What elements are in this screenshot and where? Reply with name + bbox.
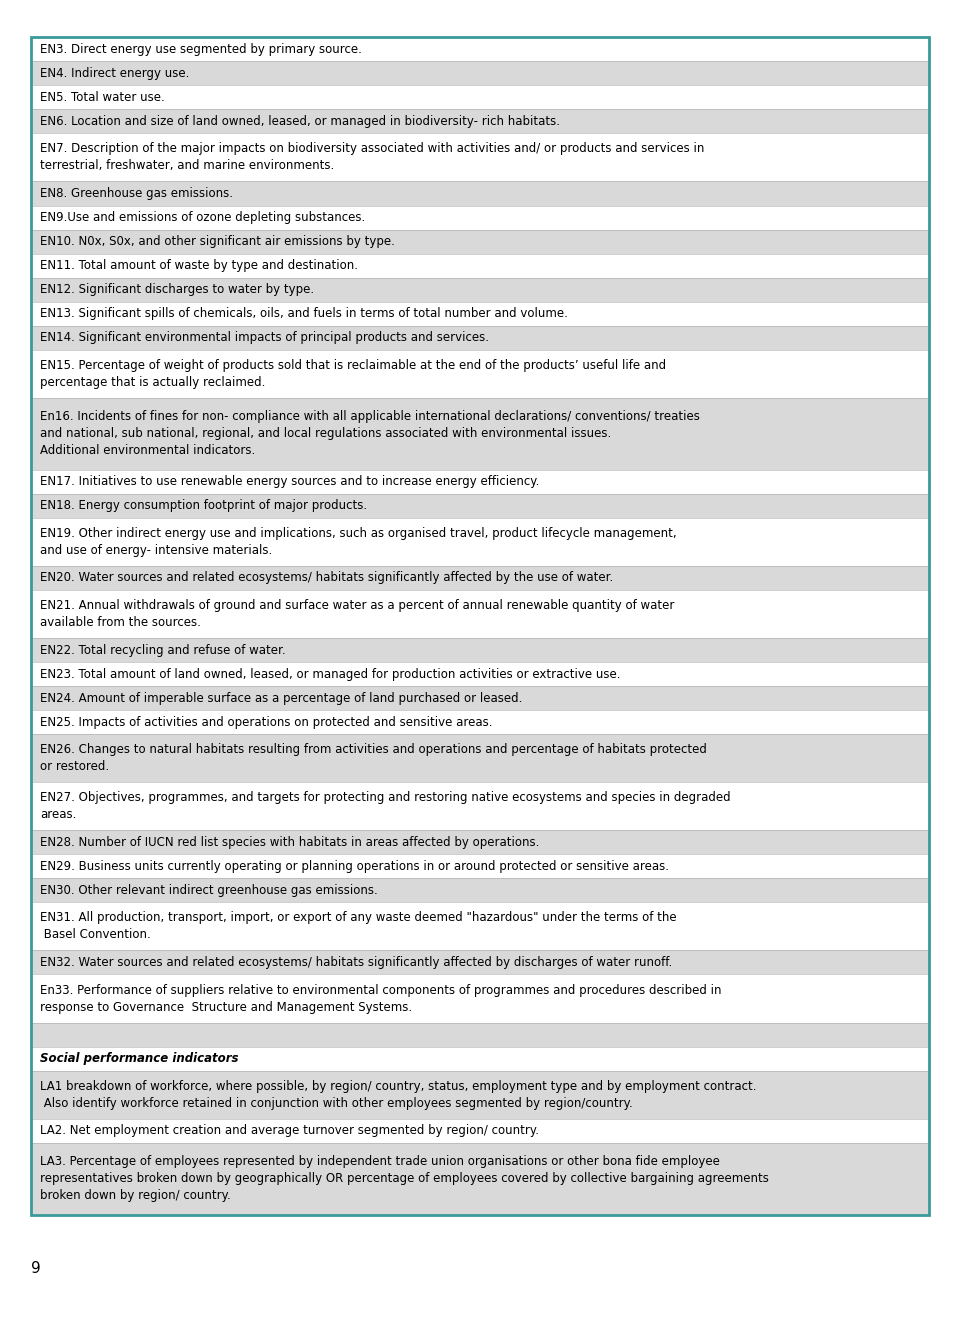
Bar	[31, 1023, 929, 1047]
Bar	[31, 398, 929, 470]
Bar	[31, 229, 929, 253]
Bar	[31, 253, 929, 277]
Text: LA2. Net employment creation and average turnover segmented by region/ country.: LA2. Net employment creation and average…	[40, 1124, 540, 1138]
Text: EN27. Objectives, programmes, and targets for protecting and restoring native ec: EN27. Objectives, programmes, and target…	[40, 791, 731, 822]
Text: EN25. Impacts of activities and operations on protected and sensitive areas.: EN25. Impacts of activities and operatio…	[40, 715, 492, 729]
Text: EN3. Direct energy use segmented by primary source.: EN3. Direct energy use segmented by prim…	[40, 43, 362, 56]
Text: EN28. Number of IUCN red list species with habitats in areas affected by operati: EN28. Number of IUCN red list species wi…	[40, 835, 540, 848]
Text: EN20. Water sources and related ecosystems/ habitats significantly affected by t: EN20. Water sources and related ecosyste…	[40, 571, 613, 585]
Bar	[31, 686, 929, 710]
Text: EN22. Total recycling and refuse of water.: EN22. Total recycling and refuse of wate…	[40, 643, 286, 657]
Text: EN23. Total amount of land owned, leased, or managed for production activities o: EN23. Total amount of land owned, leased…	[40, 667, 621, 681]
Bar	[31, 85, 929, 109]
Text: EN14. Significant environmental impacts of principal products and services.: EN14. Significant environmental impacts …	[40, 332, 490, 344]
Text: En33. Performance of suppliers relative to environmental components of programme: En33. Performance of suppliers relative …	[40, 983, 722, 1014]
Bar	[31, 878, 929, 902]
Text: EN24. Amount of imperable surface as a percentage of land purchased or leased.: EN24. Amount of imperable surface as a p…	[40, 691, 522, 705]
Text: EN29. Business units currently operating or planning operations in or around pro: EN29. Business units currently operating…	[40, 860, 669, 872]
Text: EN17. Initiatives to use renewable energy sources and to increase energy efficie: EN17. Initiatives to use renewable energ…	[40, 476, 540, 489]
Text: EN9.Use and emissions of ozone depleting substances.: EN9.Use and emissions of ozone depleting…	[40, 210, 366, 224]
Text: EN32. Water sources and related ecosystems/ habitats significantly affected by d: EN32. Water sources and related ecosyste…	[40, 956, 673, 968]
Bar	[31, 301, 929, 325]
Text: 9: 9	[31, 1260, 40, 1276]
Text: EN30. Other relevant indirect greenhouse gas emissions.: EN30. Other relevant indirect greenhouse…	[40, 884, 378, 896]
Text: EN13. Significant spills of chemicals, oils, and fuels in terms of total number : EN13. Significant spills of chemicals, o…	[40, 308, 568, 320]
Bar	[31, 1119, 929, 1143]
Bar	[31, 133, 929, 181]
Text: Social performance indicators: Social performance indicators	[40, 1052, 239, 1066]
Text: EN12. Significant discharges to water by type.: EN12. Significant discharges to water by…	[40, 284, 315, 296]
Bar	[31, 1047, 929, 1071]
Bar	[31, 37, 929, 61]
Bar	[31, 710, 929, 734]
Bar	[31, 902, 929, 951]
Bar	[31, 734, 929, 782]
Text: EN11. Total amount of waste by type and destination.: EN11. Total amount of waste by type and …	[40, 260, 358, 272]
Bar	[31, 494, 929, 518]
Text: EN21. Annual withdrawals of ground and surface water as a percent of annual rene: EN21. Annual withdrawals of ground and s…	[40, 599, 675, 629]
Bar	[31, 975, 929, 1023]
Bar	[31, 325, 929, 350]
Text: LA3. Percentage of employees represented by independent trade union organisation: LA3. Percentage of employees represented…	[40, 1155, 769, 1203]
Text: En16. Incidents of fines for non- compliance with all applicable international d: En16. Incidents of fines for non- compli…	[40, 410, 700, 457]
Bar	[31, 782, 929, 830]
Bar	[31, 37, 929, 1215]
Text: EN8. Greenhouse gas emissions.: EN8. Greenhouse gas emissions.	[40, 186, 233, 200]
Bar	[31, 109, 929, 133]
Bar	[31, 566, 929, 590]
Bar	[31, 350, 929, 398]
Bar	[31, 181, 929, 205]
Text: EN10. N0x, S0x, and other significant air emissions by type.: EN10. N0x, S0x, and other significant ai…	[40, 234, 396, 248]
Bar	[31, 470, 929, 494]
Text: EN6. Location and size of land owned, leased, or managed in biodiversity- rich h: EN6. Location and size of land owned, le…	[40, 115, 561, 128]
Text: EN26. Changes to natural habitats resulting from activities and operations and p: EN26. Changes to natural habitats result…	[40, 743, 708, 773]
Text: EN18. Energy consumption footprint of major products.: EN18. Energy consumption footprint of ma…	[40, 500, 368, 513]
Bar	[31, 205, 929, 229]
Text: EN31. All production, transport, import, or export of any waste deemed "hazardou: EN31. All production, transport, import,…	[40, 911, 677, 942]
Text: EN5. Total water use.: EN5. Total water use.	[40, 91, 165, 104]
Text: LA1 breakdown of workforce, where possible, by region/ country, status, employme: LA1 breakdown of workforce, where possib…	[40, 1080, 756, 1110]
Bar	[31, 590, 929, 638]
Bar	[31, 830, 929, 854]
Text: EN15. Percentage of weight of products sold that is reclaimable at the end of th: EN15. Percentage of weight of products s…	[40, 358, 666, 389]
Bar	[31, 638, 929, 662]
Bar	[31, 662, 929, 686]
Text: EN4. Indirect energy use.: EN4. Indirect energy use.	[40, 67, 190, 80]
Text: EN19. Other indirect energy use and implications, such as organised travel, prod: EN19. Other indirect energy use and impl…	[40, 527, 677, 557]
Bar	[31, 61, 929, 85]
Bar	[31, 1071, 929, 1119]
Bar	[31, 518, 929, 566]
Bar	[31, 277, 929, 301]
Bar	[31, 1143, 929, 1215]
Bar	[31, 951, 929, 975]
Text: EN7. Description of the major impacts on biodiversity associated with activities: EN7. Description of the major impacts on…	[40, 143, 705, 172]
Bar	[31, 854, 929, 878]
